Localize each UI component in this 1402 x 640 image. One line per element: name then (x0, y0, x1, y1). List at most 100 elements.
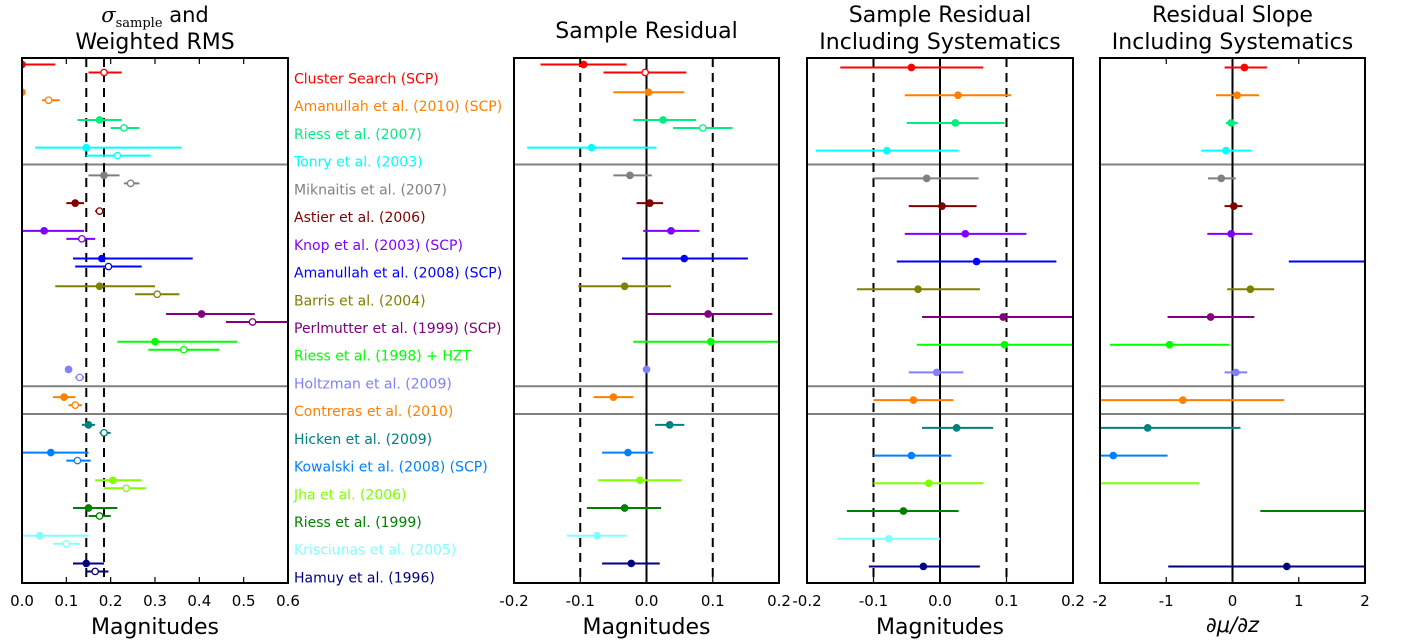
dataset-label: Krisciunas et al. (2005) (294, 543, 456, 559)
panel-title-line1: σsample and (101, 3, 208, 31)
plot-area (22, 58, 288, 583)
dataset-label: Hicken et al. (2009) (294, 432, 432, 448)
panel-sample-residual: -0.2 -0.1 0.0 0.1 0.2 Magnitudes Sample Residu… (499, 19, 791, 640)
filled-point (961, 229, 970, 238)
panel-title-line2: Weighted RMS (75, 30, 234, 55)
filled-point (46, 448, 55, 457)
filled-point (972, 257, 981, 266)
open-point (126, 179, 135, 188)
x-tick-label: -0.2 (499, 592, 528, 610)
filled-point (579, 60, 588, 69)
panel-title-line1: Residual Slope (1152, 3, 1313, 28)
x-tick-label: 0.1 (701, 592, 725, 610)
x-tick-label: 0.0 (635, 592, 659, 610)
dataset-label: Astier et al. (2006) (294, 210, 426, 226)
x-tick-label: 0.6 (276, 592, 300, 610)
filled-point (71, 199, 80, 207)
filled-point (197, 310, 206, 318)
axes-frame (21, 57, 289, 584)
filled-point (40, 226, 49, 235)
x-tick-label: 1 (1294, 592, 1304, 610)
x-tick-label: -0.2 (792, 592, 821, 610)
dataset-label: Riess et al. (1998) + HZT (294, 349, 471, 365)
filled-point (645, 199, 654, 207)
dataset-label: Hamuy et al. (1996) (294, 570, 435, 586)
x-tick-label: 0.3 (143, 592, 167, 610)
filled-point (884, 534, 893, 543)
open-point (62, 539, 71, 548)
filled-point (1143, 424, 1152, 432)
filled-point (151, 337, 159, 346)
filled-point (938, 202, 946, 210)
dataset-label: Kowalski et al. (2008) (SCP) (294, 460, 488, 476)
dataset-label: Holtzman et al. (2009) (294, 376, 452, 392)
x-tick-label: -1 (1159, 592, 1174, 610)
filled-point (642, 365, 651, 374)
filled-point (82, 559, 91, 568)
filled-point (919, 562, 928, 571)
filled-point (60, 393, 68, 401)
open-point (95, 207, 104, 215)
filled-point (951, 119, 960, 127)
filled-point (1222, 146, 1230, 155)
open-point (122, 484, 131, 493)
filled-point (924, 479, 933, 488)
open-point (120, 124, 128, 132)
dataset-label: Amanullah et al. (2010) (SCP) (294, 99, 502, 115)
dataset-label: Amanullah et al. (2008) (SCP) (294, 266, 502, 282)
filled-point (907, 451, 916, 460)
plot-area (1100, 58, 1374, 583)
panel-title-line2: Sample Residual (555, 19, 737, 44)
filled-point (1368, 508, 1374, 514)
open-point (95, 512, 104, 520)
filled-point (659, 116, 667, 124)
x-axis-label: ∂μ/∂z (1206, 613, 1260, 637)
filled-point (84, 504, 93, 512)
dataset-label: Barris et al. (2004) (294, 293, 426, 309)
filled-point (626, 171, 634, 180)
x-tick-label: 0.2 (99, 592, 123, 610)
x-tick-label: 0.2 (1061, 592, 1085, 610)
filled-point (620, 282, 629, 291)
filled-point (1229, 202, 1238, 210)
filled-point (1282, 562, 1291, 571)
open-point (104, 262, 113, 271)
x-tick-label: -2 (1093, 592, 1108, 610)
filled-point (952, 424, 961, 432)
filled-point (1368, 536, 1374, 542)
filled-point (609, 393, 618, 401)
open-point (248, 318, 257, 326)
filled-point (922, 174, 931, 183)
open-point (641, 68, 650, 77)
open-point (698, 124, 707, 132)
panel-title-line2: Including Systematics (1112, 30, 1353, 55)
open-point (100, 429, 108, 437)
filled-point (932, 368, 941, 377)
sigma-subscript: sample (116, 16, 163, 31)
filled-point (620, 504, 629, 512)
open-point (153, 290, 162, 299)
filled-point (954, 91, 962, 100)
filled-point (882, 146, 891, 155)
x-tick-label: 0.1 (54, 592, 78, 610)
x-tick-label: 0.2 (767, 592, 791, 610)
filled-point (1231, 368, 1240, 377)
filled-point (1246, 285, 1255, 294)
filled-point (109, 476, 117, 485)
filled-point (1240, 63, 1249, 72)
filled-point (82, 143, 91, 152)
dataset-label: Tonry et al. (2003) (293, 155, 423, 171)
filled-point (909, 396, 918, 404)
open-point (113, 151, 122, 160)
open-point (75, 373, 84, 382)
dataset-label: Cluster Search (SCP) (294, 72, 439, 88)
x-tick-label: 2 (1360, 592, 1370, 610)
x-axis-label: Magnitudes (582, 615, 710, 640)
x-tick-label: 0.0 (928, 592, 952, 610)
panel-sample-residual-systematics: -0.2 -0.1 0.0 0.1 0.2 Magnitudes Sample Residu… (792, 3, 1085, 640)
filled-point (1165, 340, 1174, 349)
filled-point (95, 116, 104, 124)
filled-point (1178, 396, 1187, 404)
filled-point (1227, 229, 1236, 238)
